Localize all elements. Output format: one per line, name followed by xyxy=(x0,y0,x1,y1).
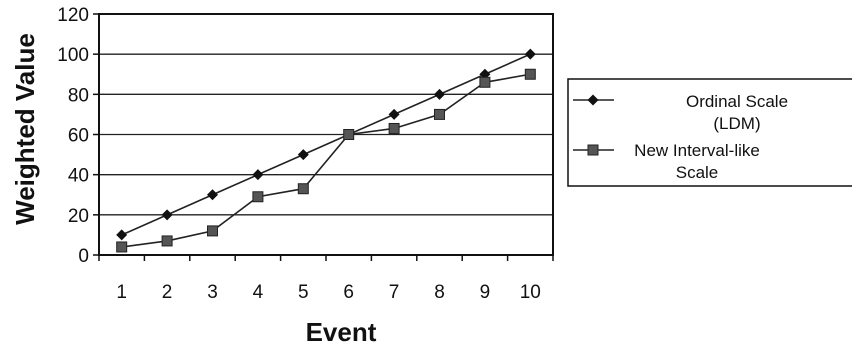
legend-label: Scale xyxy=(676,163,719,182)
legend-entry: New Interval-like Scale xyxy=(573,141,760,182)
y-axis-title: Weighted Value xyxy=(10,33,40,225)
y-tick-label: 0 xyxy=(78,246,89,267)
y-tick-label: 20 xyxy=(68,206,89,227)
x-tick-label: 8 xyxy=(434,282,445,303)
legend-box xyxy=(567,78,852,187)
legend-entry: Ordinal Scale (LDM) xyxy=(573,92,788,133)
data-point xyxy=(116,241,128,253)
x-tick-label: 1 xyxy=(116,282,127,303)
y-tick-label: 100 xyxy=(57,45,89,66)
x-axis-title: Event xyxy=(306,317,377,346)
x-tick-label: 2 xyxy=(162,282,173,303)
data-point xyxy=(297,149,309,161)
data-point xyxy=(252,169,264,181)
x-tick-label: 10 xyxy=(520,282,541,303)
legend-label: New Interval-like xyxy=(634,141,760,160)
series-group xyxy=(116,48,536,253)
data-point xyxy=(524,48,536,60)
data-point xyxy=(297,183,309,195)
x-tick-label: 6 xyxy=(343,282,354,303)
x-tick-label: 5 xyxy=(298,282,309,303)
data-point xyxy=(388,122,400,134)
legend-label: (LDM) xyxy=(713,114,760,133)
y-tick-label: 60 xyxy=(68,126,89,147)
y-axis: 0 20 40 60 80 100 120 xyxy=(57,5,99,267)
x-tick-label: 7 xyxy=(389,282,400,303)
series-line xyxy=(121,73,531,248)
data-point xyxy=(479,76,491,88)
data-point xyxy=(434,108,445,120)
series-2 xyxy=(116,68,536,253)
data-point xyxy=(252,191,264,203)
y-tick-label: 40 xyxy=(68,166,89,187)
data-point xyxy=(388,108,400,120)
data-point xyxy=(161,209,173,221)
legend-marker xyxy=(587,144,599,156)
data-point xyxy=(207,189,218,201)
data-point xyxy=(524,68,536,80)
legend-label: Ordinal Scale xyxy=(686,92,788,111)
series-line xyxy=(121,53,531,236)
data-point xyxy=(207,225,218,237)
data-point xyxy=(343,129,355,140)
series-1 xyxy=(116,48,536,241)
data-point xyxy=(116,229,128,241)
x-tick-label: 3 xyxy=(207,282,218,303)
legend: Ordinal Scale (LDM) New Interval-like Scale xyxy=(567,78,852,187)
y-tick-label: 80 xyxy=(68,85,89,106)
x-axis: 1 2 3 4 5 6 7 8 9 10 xyxy=(98,255,554,303)
legend-marker xyxy=(587,94,599,106)
x-tick-label: 9 xyxy=(480,282,491,303)
x-tick-label: 4 xyxy=(253,282,264,303)
data-point xyxy=(434,88,445,100)
data-point xyxy=(161,235,173,247)
y-tick-label: 120 xyxy=(57,5,89,26)
